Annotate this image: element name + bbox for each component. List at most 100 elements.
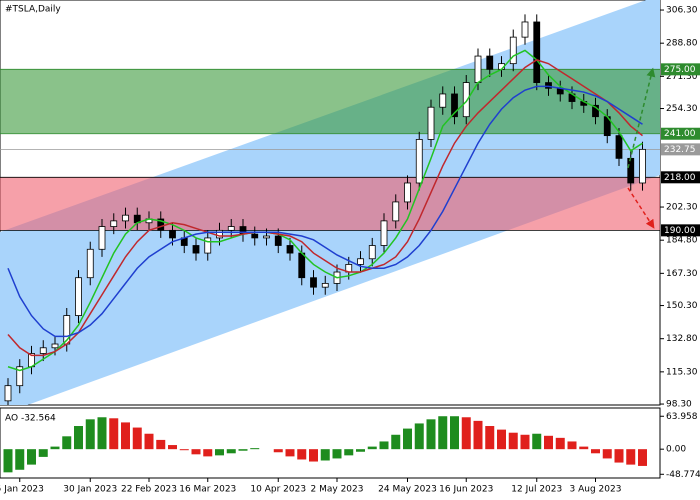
x-tick-label: 30 Jan 2023 — [63, 485, 117, 495]
ao-bar — [179, 449, 189, 451]
level-label: 241.00 — [664, 129, 696, 139]
x-tick-label: 12 Jul 2023 — [511, 485, 562, 495]
candle-body — [86, 248, 94, 279]
moving-average — [7, 59, 643, 357]
ao-bar — [332, 449, 342, 459]
candle-body — [98, 226, 106, 250]
ao-bar — [132, 427, 142, 450]
candle-body — [239, 226, 247, 235]
candle-body — [274, 235, 282, 246]
ao-bar — [285, 449, 295, 457]
ao-bar — [50, 446, 60, 450]
ao-bar — [320, 449, 330, 461]
candle-body — [263, 235, 270, 239]
ao-bar — [638, 449, 647, 466]
ao-bar — [97, 417, 107, 450]
ao-bar — [414, 423, 424, 450]
level-label: 190.00 — [664, 226, 696, 236]
candle-body — [75, 277, 82, 316]
ao-bar — [121, 422, 130, 450]
osc-tick-label: 63.958 — [666, 412, 698, 422]
ao-bar — [168, 445, 177, 450]
ao-bar — [226, 449, 236, 454]
y-tick-label: 288.80 — [666, 39, 698, 49]
y-tick-label: 98.30 — [666, 400, 692, 410]
level-label-bg — [661, 127, 700, 140]
ao-bar — [497, 429, 506, 450]
candle-body — [380, 220, 388, 246]
candle-body — [486, 55, 494, 70]
candle-body — [357, 258, 364, 265]
ao-bar — [297, 449, 307, 460]
y-tick-label: 306.30 — [666, 6, 698, 16]
candle-body — [157, 218, 165, 231]
ao-bar — [38, 449, 48, 457]
y-tick-label: 202.30 — [666, 203, 698, 213]
ao-bar — [156, 439, 166, 450]
candle-body — [451, 93, 458, 118]
ao-bar — [626, 449, 636, 465]
level-label-bg — [661, 63, 700, 76]
candle-body — [368, 245, 376, 260]
x-tick-label: 10 Apr 2023 — [250, 485, 306, 495]
candle-body — [592, 104, 599, 118]
candle-body — [310, 277, 317, 288]
x-tick-label: 16 Jun 2023 — [439, 485, 493, 495]
ao-bar — [144, 433, 154, 450]
y-tick-label: 271.30 — [666, 72, 698, 82]
ao-bar — [391, 434, 401, 450]
ao-bar — [250, 448, 260, 450]
candle-body — [227, 226, 235, 231]
candle-body — [627, 157, 635, 184]
ao-bar — [356, 449, 365, 452]
candle-body — [615, 135, 623, 159]
ao-bar — [367, 446, 377, 450]
osc-tick-label: -48.774 — [666, 470, 700, 480]
ao-bar — [602, 449, 612, 459]
ao-bar — [403, 428, 412, 450]
y-tick-label: 132.80 — [666, 334, 698, 344]
x-tick-label: 22 Feb 2023 — [121, 485, 177, 495]
ao-bar — [215, 449, 224, 456]
ao-bar — [191, 449, 201, 455]
moving-average — [7, 85, 643, 338]
ao-bar — [27, 449, 36, 465]
candle-body — [321, 282, 329, 288]
y-tick-label: 167.30 — [666, 269, 698, 279]
ao-bar — [555, 437, 565, 450]
candle-body — [545, 82, 552, 89]
candle-body — [521, 21, 529, 38]
candle-body — [474, 55, 482, 83]
candle-body — [509, 36, 517, 65]
up-arrow — [627, 67, 656, 169]
y-tick-label: 115.30 — [666, 367, 698, 377]
candle-body — [110, 220, 118, 227]
ao-bar — [438, 416, 448, 450]
ao-bar — [3, 449, 13, 473]
candle-body — [533, 21, 541, 83]
ao-bar — [579, 446, 589, 450]
candle-body — [216, 229, 223, 239]
candle-body — [415, 139, 423, 184]
candle-body — [462, 82, 470, 118]
ao-bar — [62, 436, 72, 450]
candle-body — [639, 148, 646, 184]
ao-bar — [473, 420, 483, 450]
level-label-bg — [661, 224, 700, 237]
ao-bar — [591, 449, 600, 454]
candle-body — [39, 347, 47, 354]
ao-bar — [450, 416, 459, 450]
level-label-bg — [661, 171, 700, 184]
candle-body — [439, 93, 447, 108]
candle-body — [298, 252, 306, 279]
ao-bar — [614, 449, 624, 463]
y-tick-label: 150.30 — [666, 301, 698, 311]
ao-bar — [567, 441, 577, 450]
level-label: 275.00 — [664, 65, 696, 75]
level-zone — [0, 177, 660, 231]
candle-body — [192, 245, 200, 254]
ao-bar — [203, 449, 213, 457]
ao-bar — [426, 419, 436, 450]
ao-bar — [379, 441, 389, 450]
